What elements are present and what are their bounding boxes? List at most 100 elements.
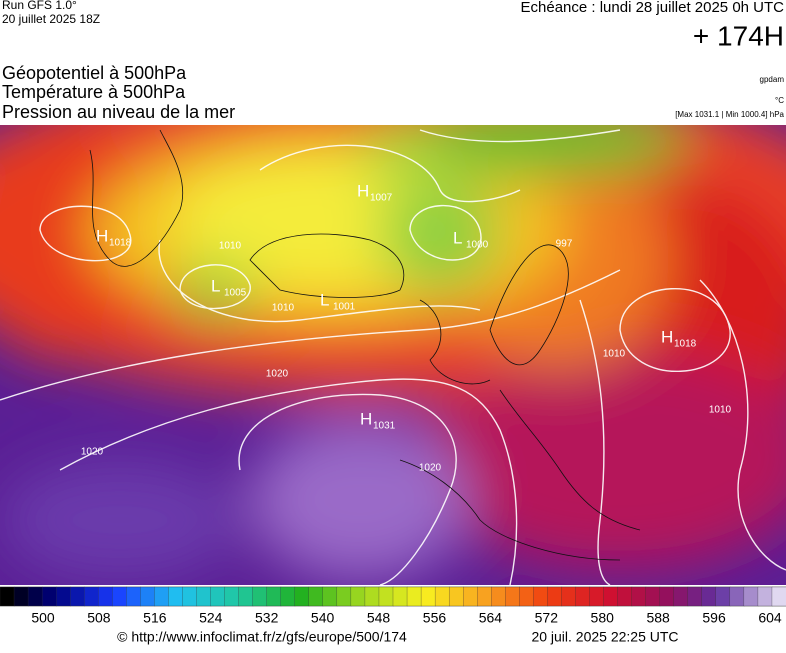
colorbar-label: 580 xyxy=(591,610,615,626)
colorbar-swatch xyxy=(757,586,773,607)
colorbar-swatch xyxy=(238,586,254,607)
center-symbol: L xyxy=(320,290,329,309)
center-value: 1018 xyxy=(109,238,132,249)
colorbar-label: 564 xyxy=(479,610,503,626)
colorbar-swatch xyxy=(252,586,268,607)
colorbar-swatch xyxy=(505,586,520,607)
colorbar-swatch xyxy=(701,586,717,607)
colorbar-swatch xyxy=(322,586,338,607)
colorbar-swatch xyxy=(140,586,156,607)
field-title: Géopotentiel à 500hPa xyxy=(2,63,187,83)
isobar-label: 1010 xyxy=(219,241,242,252)
colorbar-swatch xyxy=(13,586,29,607)
colorbar-swatch xyxy=(687,586,703,607)
colorbar-label: 548 xyxy=(367,610,391,626)
colorbar-swatch xyxy=(0,586,15,607)
colorbar-swatch xyxy=(561,586,577,607)
isobar-label: 1010 xyxy=(272,303,295,314)
colorbar-swatch xyxy=(210,586,226,607)
colorbar-swatch xyxy=(392,586,408,607)
isobar-label: 997 xyxy=(556,239,573,250)
colorbar-swatch xyxy=(477,586,492,607)
footer-url: © http://www.infoclimat.fr/z/gfs/europe/… xyxy=(117,629,407,645)
isobar-label: 1020 xyxy=(419,463,442,474)
colorbar-swatch xyxy=(406,586,422,607)
colorbar-swatch xyxy=(547,586,563,607)
colorbar-label: 540 xyxy=(311,610,335,626)
footer-date: 20 juil. 2025 22:25 UTC xyxy=(531,629,678,645)
colorbar-swatch xyxy=(41,586,57,607)
colorbar-label: 524 xyxy=(199,610,223,626)
colorbar-label: 596 xyxy=(702,610,726,626)
colorbar-swatch xyxy=(743,586,759,607)
colorbar-swatch xyxy=(126,586,142,607)
colorbar-swatch xyxy=(378,586,394,607)
colorbar-label: 572 xyxy=(535,610,559,626)
colorbar-swatch xyxy=(645,586,661,607)
pressure-center: H 1018 xyxy=(96,226,132,248)
colorbar-swatch xyxy=(55,586,71,607)
colorbar-label: 556 xyxy=(423,610,447,626)
colorbar-swatch xyxy=(715,586,731,607)
center-symbol: H xyxy=(661,327,673,346)
colorbar-swatch xyxy=(673,586,689,607)
colorbar-label: 500 xyxy=(31,610,55,626)
colorbar-swatch xyxy=(448,586,464,607)
colorbar-swatch xyxy=(350,586,366,607)
colorbar-swatch xyxy=(659,586,675,607)
colorbar-swatch xyxy=(98,586,113,607)
colorbar-swatch xyxy=(603,586,619,607)
field-title: Température à 500hPa xyxy=(2,82,186,102)
run-label: Run GFS 1.0° xyxy=(2,0,77,12)
center-value: 1000 xyxy=(466,240,489,251)
center-symbol: H xyxy=(357,181,369,200)
unit: [Max 1031.1 | Min 1000.4] hPa xyxy=(675,110,784,119)
colorbar-swatch xyxy=(196,586,212,607)
pressure-center: L 1005 xyxy=(211,276,247,298)
colorbar-swatch xyxy=(336,586,352,607)
isobar-label: 1020 xyxy=(81,447,104,458)
unit: °C xyxy=(775,96,784,105)
isobar-label: 1010 xyxy=(603,349,626,360)
center-symbol: L xyxy=(211,276,220,295)
center-value: 1005 xyxy=(224,288,247,299)
colorbar-swatch xyxy=(182,586,198,607)
map xyxy=(0,125,786,585)
colorbar-label: 508 xyxy=(87,610,111,626)
lead-time: + 174H xyxy=(693,20,784,51)
colorbar-swatch xyxy=(631,586,647,607)
unit: gpdam xyxy=(760,75,785,84)
colorbar-swatch xyxy=(112,586,127,607)
colorbar-swatch xyxy=(519,586,535,607)
center-symbol: H xyxy=(96,226,108,245)
colorbar-swatch xyxy=(224,586,240,607)
colorbar-swatch xyxy=(168,586,184,607)
colorbar-swatch xyxy=(70,586,85,607)
center-value: 1007 xyxy=(370,193,393,204)
colorbar-swatch xyxy=(266,586,282,607)
colorbar-swatch xyxy=(308,586,324,607)
center-symbol: L xyxy=(453,228,462,247)
colorbar-swatch xyxy=(280,586,296,607)
pressure-center: H 1031 xyxy=(360,409,396,431)
colorbar-swatch xyxy=(771,586,786,607)
colorbar-swatch xyxy=(575,586,591,607)
colorbar-swatch xyxy=(294,586,310,607)
colorbar-label: 532 xyxy=(255,610,279,626)
colorbar-label: 516 xyxy=(143,610,167,626)
center-value: 1001 xyxy=(333,302,356,313)
center-symbol: H xyxy=(360,409,372,428)
colorbar-swatch xyxy=(589,586,605,607)
run-date: 20 juillet 2025 18Z xyxy=(2,12,100,26)
colorbar-swatch xyxy=(84,586,99,607)
colorbar-swatch xyxy=(434,586,450,607)
colorbar-label: 588 xyxy=(646,610,670,626)
colorbar-swatch xyxy=(27,586,43,607)
colorbar-swatch xyxy=(491,586,506,607)
echeance: Echéance : lundi 28 juillet 2025 0h UTC xyxy=(521,0,785,16)
pressure-center: L 1001 xyxy=(320,290,356,312)
colorbar-swatch xyxy=(533,586,549,607)
colorbar-swatch xyxy=(729,586,745,607)
